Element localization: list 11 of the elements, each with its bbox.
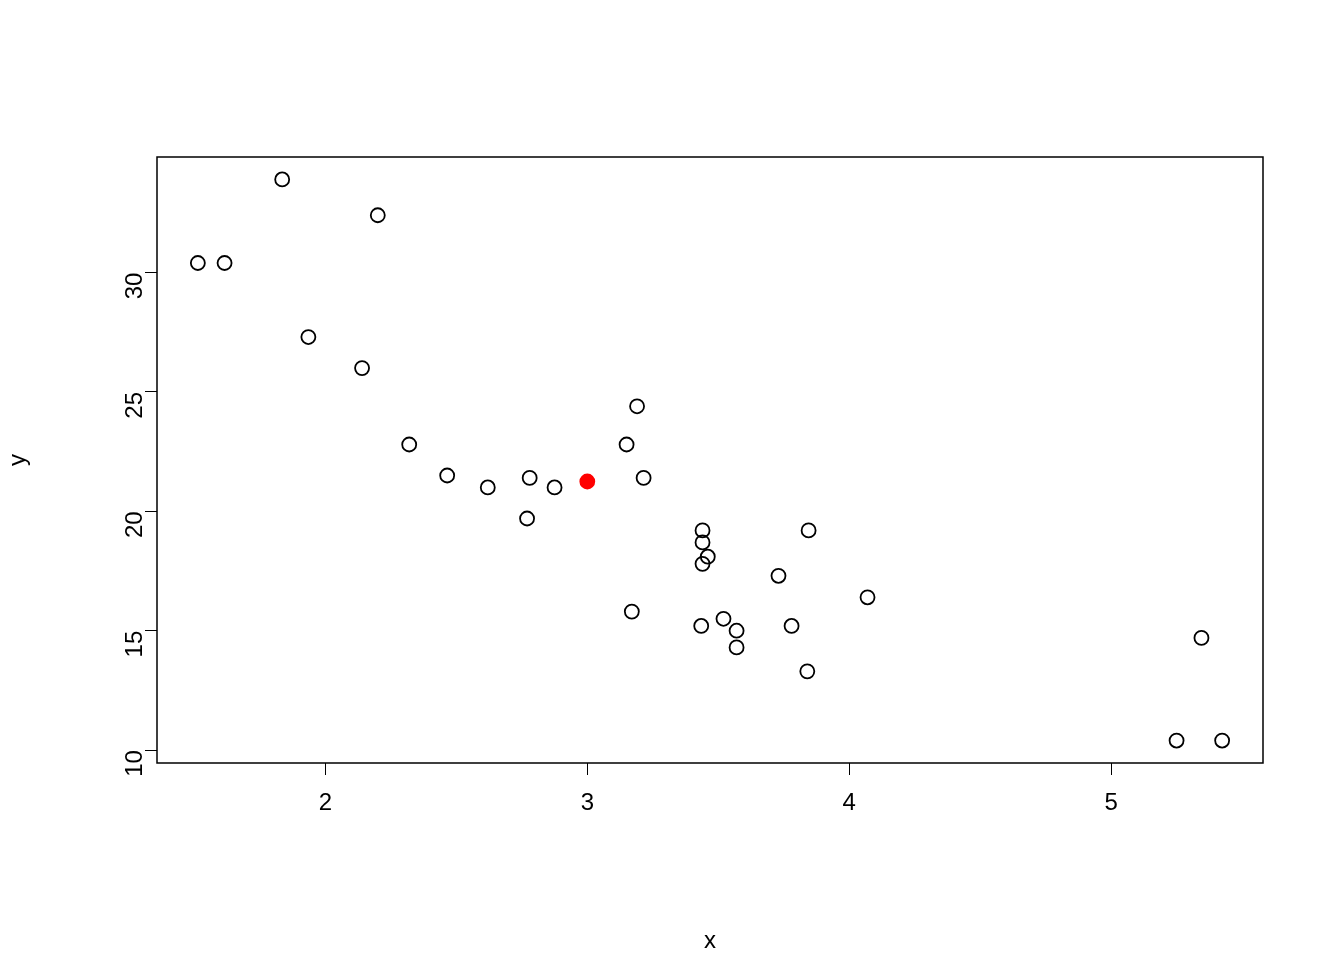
y-axis-title: y [3, 454, 31, 466]
y-tick-label: 25 [119, 391, 147, 419]
x-tick-label: 3 [580, 788, 594, 816]
x-tick-label: 2 [318, 788, 333, 816]
x-axis-title: x [704, 926, 716, 954]
y-tick-label: 15 [119, 630, 147, 658]
x-tick-label: 5 [1104, 788, 1118, 816]
y-tick-label: 10 [119, 750, 147, 777]
y-tick-label: 30 [119, 272, 147, 300]
y-tick-label: 20 [119, 511, 147, 539]
x-tick-label: 4 [842, 788, 856, 816]
